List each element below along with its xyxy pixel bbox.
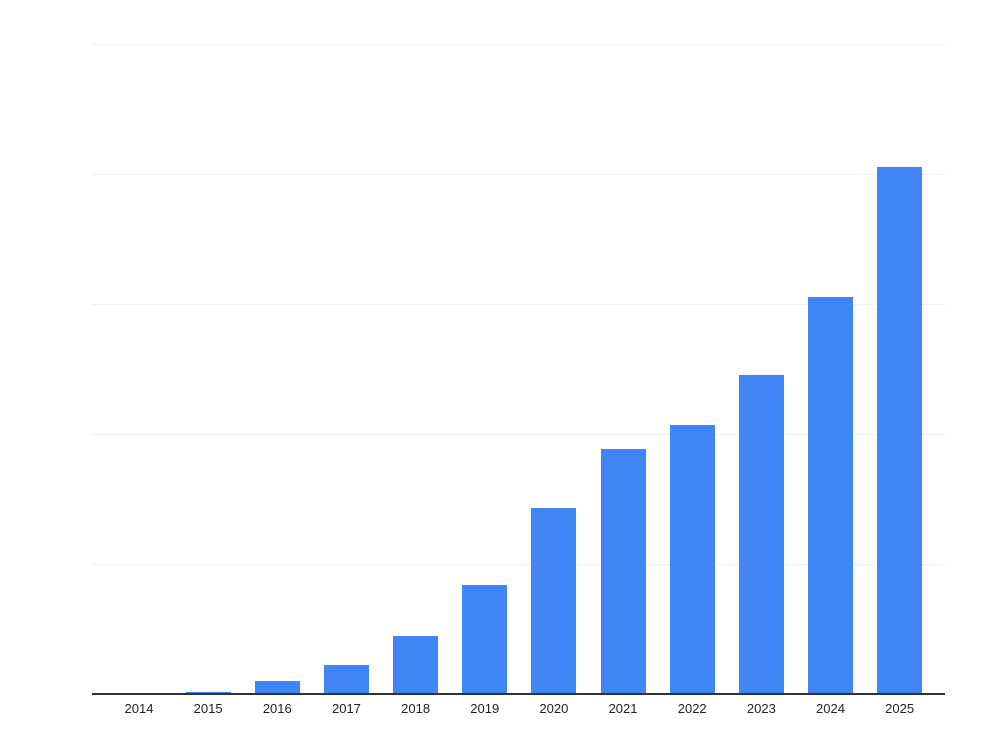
x-axis-tick-label: 2021 [608, 701, 638, 716]
bar-2023[interactable] [738, 374, 784, 694]
x-axis-tick-label: 2016 [262, 701, 292, 716]
bar-2018[interactable] [393, 636, 439, 694]
x-axis-tick-label: 2014 [124, 701, 154, 716]
bar-2025[interactable] [877, 166, 923, 694]
x-axis-tick-label: 2019 [470, 701, 500, 716]
bar-2016[interactable] [254, 681, 300, 694]
x-axis-tick-label: 2015 [193, 701, 223, 716]
x-axis-tick-label: 2018 [401, 701, 431, 716]
x-axis-line [92, 693, 945, 695]
gridline [92, 44, 945, 45]
gridline [92, 564, 945, 565]
x-axis-tick-label: 2025 [885, 701, 915, 716]
x-axis-tick-label: 2024 [816, 701, 845, 716]
bar-2019[interactable] [462, 584, 508, 694]
x-axis-tick-label: 2022 [677, 701, 707, 716]
bar-2022[interactable] [669, 424, 715, 694]
bar-2020[interactable] [531, 508, 577, 694]
x-axis-tick-label: 2020 [539, 701, 569, 716]
x-axis-tick-label: 2023 [746, 701, 776, 716]
bar-2021[interactable] [600, 448, 646, 694]
gridline [92, 304, 945, 305]
x-axis-tick-label: 2017 [331, 701, 361, 716]
bar-2024[interactable] [808, 296, 853, 694]
gridline [92, 434, 945, 435]
bar-2017[interactable] [323, 665, 369, 694]
gridline [92, 174, 945, 175]
